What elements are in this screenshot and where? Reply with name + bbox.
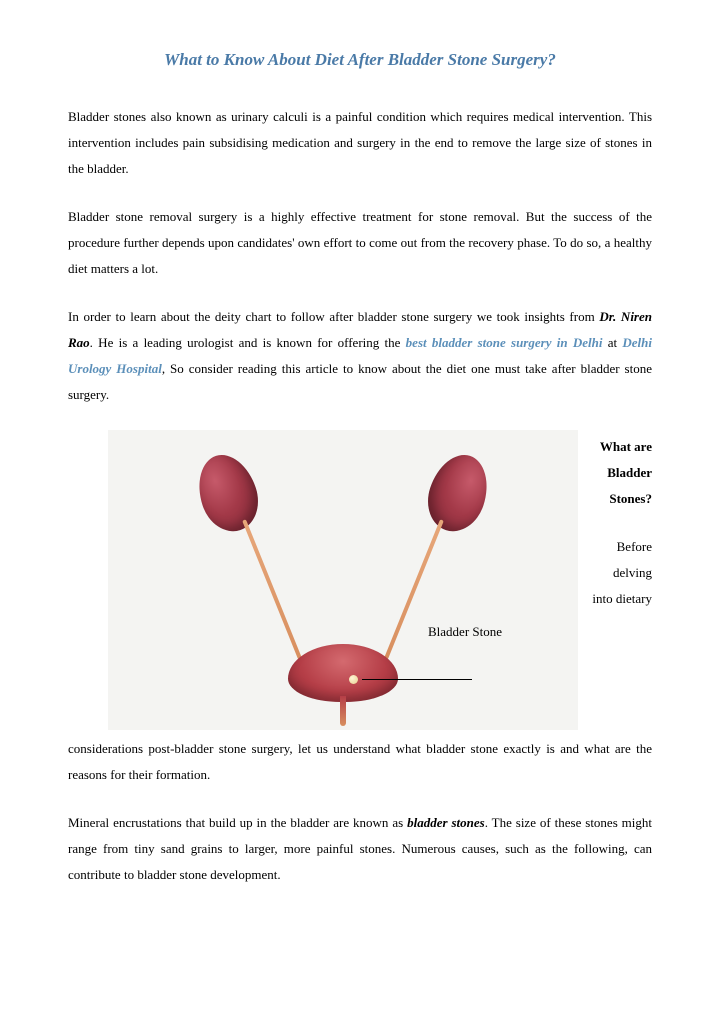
page-title: What to Know About Diet After Bladder St… (68, 50, 652, 70)
intro-paragraph-1: Bladder stones also known as urinary cal… (68, 104, 652, 182)
definition-paragraph: Mineral encrustations that build up in t… (68, 810, 652, 888)
figure-callout-label: Bladder Stone (428, 624, 502, 640)
p3-text-c: at (602, 335, 622, 350)
urethra-icon (340, 696, 346, 726)
p3-text-b: . He is a leading urologist and is known… (90, 335, 406, 350)
p3-text-a: In order to learn about the deity chart … (68, 309, 599, 324)
ureter-left-icon (242, 519, 302, 660)
intro-paragraph-3: In order to learn about the deity chart … (68, 304, 652, 408)
aside-column: What are Bladder Stones? Before delving … (590, 430, 652, 612)
bladder-stones-term: bladder stones (407, 815, 485, 830)
bladder-icon (288, 644, 398, 702)
kidney-left-icon (189, 447, 266, 538)
intro-paragraph-2: Bladder stone removal surgery is a highl… (68, 204, 652, 282)
callout-line (362, 679, 472, 680)
continuation-paragraph: considerations post-bladder stone surger… (68, 736, 652, 788)
kidney-right-icon (419, 447, 496, 538)
bladder-stone-illustration: Bladder Stone (108, 430, 578, 730)
aside-subtext: Before delving into dietary (590, 534, 652, 612)
figure-row: Bladder Stone What are Bladder Stones? B… (68, 430, 652, 730)
p5-text-a: Mineral encrustations that build up in t… (68, 815, 407, 830)
stone-icon (349, 675, 358, 684)
aside-heading: What are Bladder Stones? (590, 434, 652, 512)
surgery-link[interactable]: best bladder stone surgery in Delhi (406, 335, 603, 350)
